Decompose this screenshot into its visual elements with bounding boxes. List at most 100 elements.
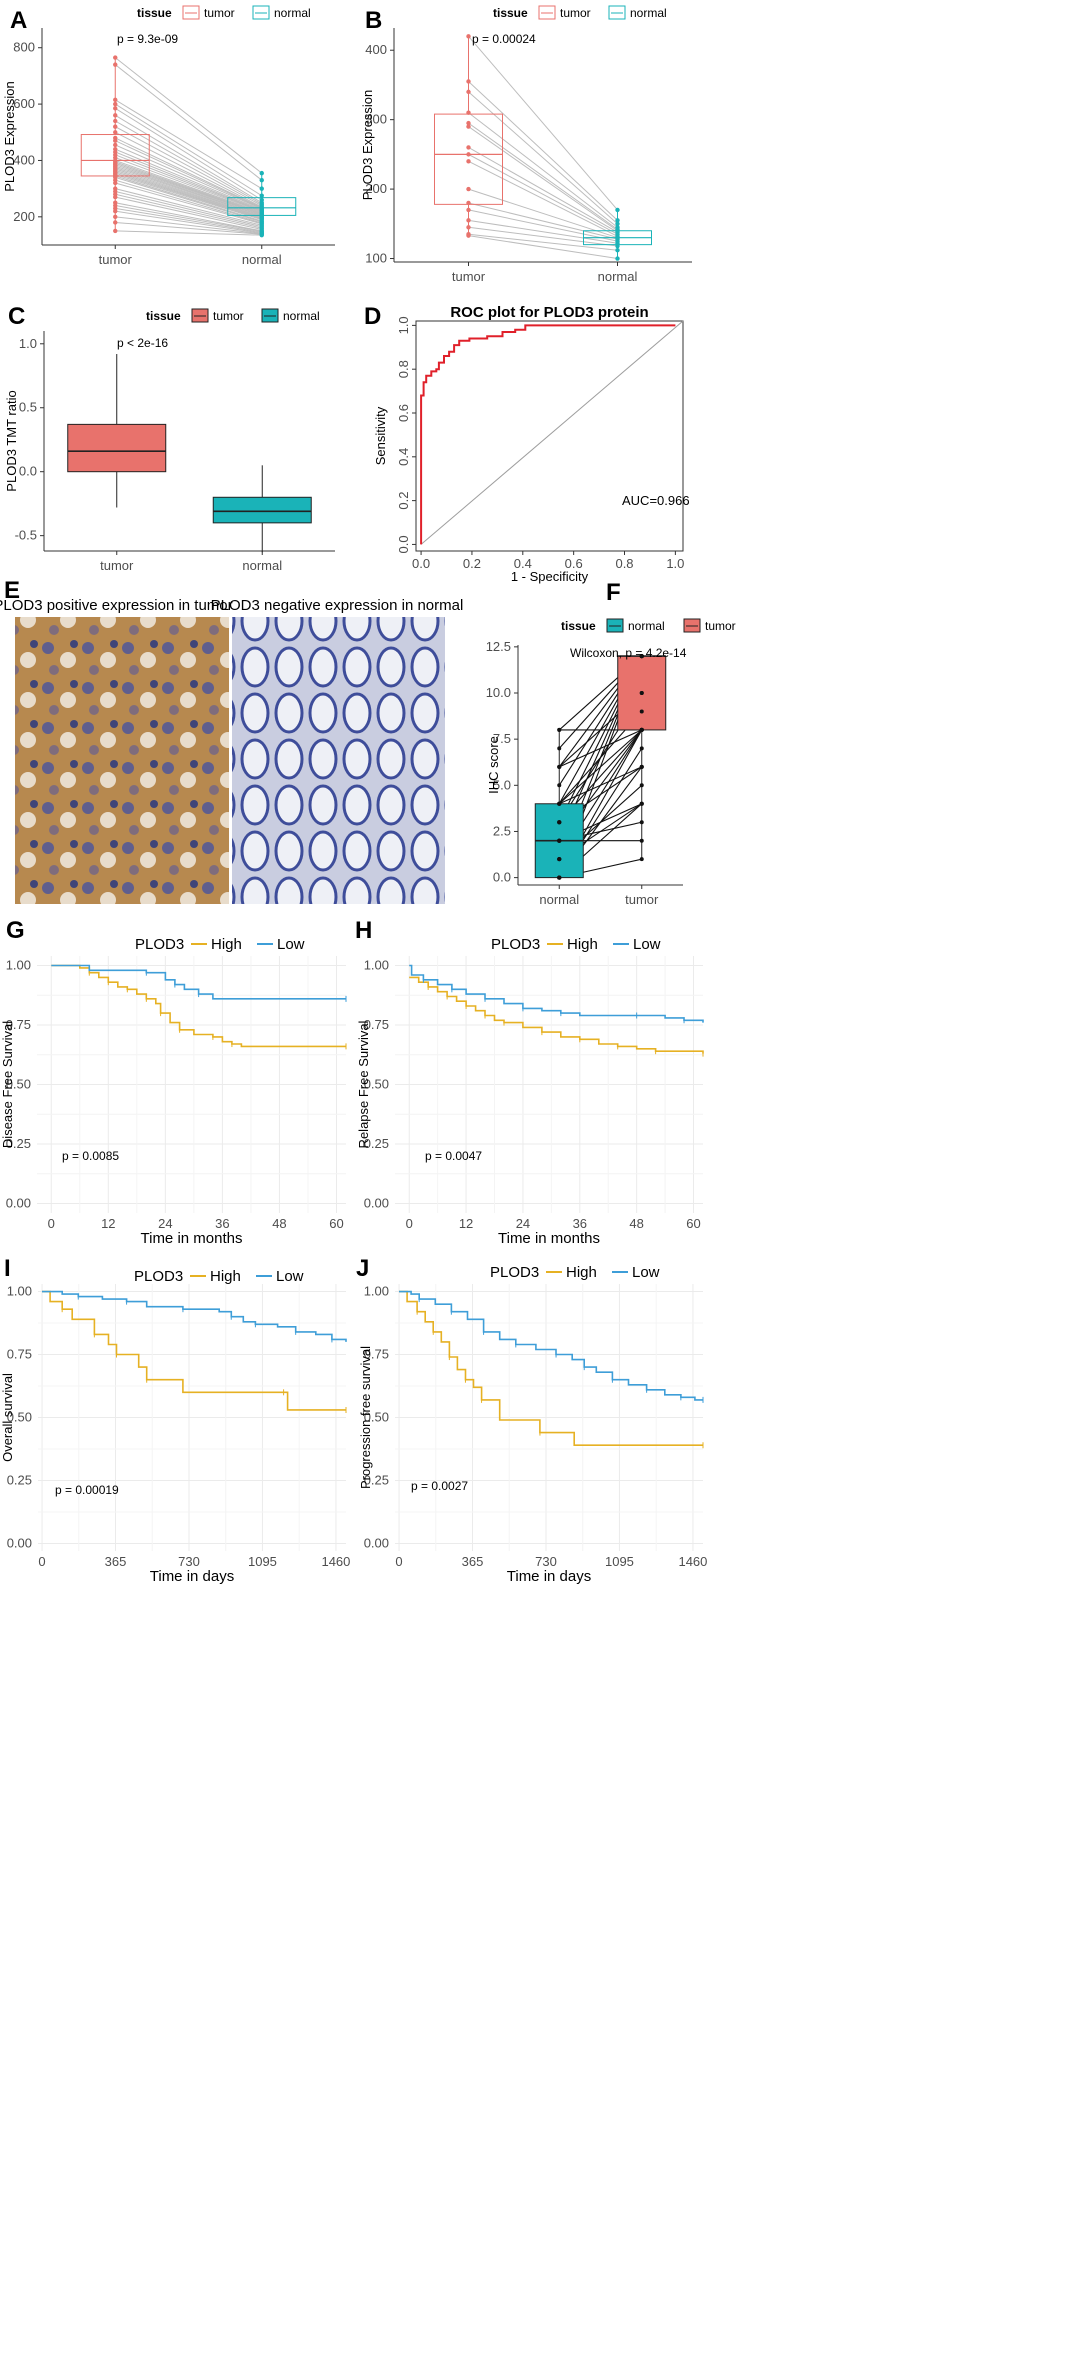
legend-label-tumor: tumor	[705, 619, 736, 633]
p-value: p = 0.00024	[472, 32, 536, 46]
legend-label-tumor: tumor	[204, 6, 235, 20]
pair-line	[115, 172, 262, 220]
y-axis-label: Progression free survival	[358, 1346, 373, 1489]
chart-title: ROC plot for PLOD3 protein	[450, 304, 648, 321]
km-curve-high	[51, 964, 346, 1048]
x-tick-label: 36	[215, 1216, 229, 1231]
y-tick-label: 0.00	[364, 1195, 389, 1210]
pair-line	[115, 205, 262, 232]
km-curve-low	[42, 1290, 347, 1342]
pair-line	[468, 153, 618, 235]
y-tick-label: 0.00	[364, 1535, 389, 1550]
panel-label-e: E	[4, 577, 20, 604]
p-value: p = 9.3e-09	[117, 32, 178, 46]
p-value: p < 2e-16	[117, 336, 168, 350]
y-tick-label: 1.00	[6, 958, 31, 973]
pair-line	[115, 126, 262, 206]
pair-line	[115, 161, 262, 214]
data-point	[615, 218, 620, 223]
ihc-image-normal	[232, 617, 445, 904]
pair-line	[115, 176, 262, 223]
data-point	[113, 55, 118, 60]
legend-label-low: Low	[633, 936, 661, 953]
legend-title: PLOD3	[491, 936, 540, 953]
y-tick-label: 0.0	[19, 464, 37, 479]
y-tick-label: 0.00	[6, 1195, 31, 1210]
data-point	[466, 120, 471, 126]
legend-label-high: High	[211, 936, 242, 953]
pair-line	[468, 209, 618, 242]
data-point	[557, 727, 562, 732]
x-tick-label: tumor	[99, 252, 133, 267]
panel-a: A 200 400 600 800 tumor normal PLOD3 Expression…	[2, 5, 335, 267]
data-point	[113, 228, 118, 234]
auc-label: AUC=0.966	[622, 493, 690, 508]
data-point	[639, 820, 644, 825]
y-tick-label: 0.25	[6, 1136, 31, 1151]
data-point	[113, 113, 118, 118]
y-tick-label: 0.75	[7, 1347, 32, 1362]
data-point	[615, 256, 620, 261]
legend-label-normal: normal	[630, 6, 667, 20]
legend-title: tissue	[493, 6, 528, 20]
legend-label-tumor: tumor	[560, 6, 591, 20]
data-point	[557, 838, 562, 843]
y-tick-label: 1.00	[364, 958, 389, 973]
data-point	[639, 727, 644, 732]
y-tick-label: 0.75	[364, 1347, 389, 1362]
pair-line	[114, 64, 263, 181]
y-tick-label: 0.8	[396, 360, 411, 378]
y-tick-label: 0.25	[7, 1472, 32, 1487]
data-point	[259, 193, 264, 198]
pair-line	[468, 126, 618, 232]
panel-h: H 0.00 0.25 0.50 0.75 1.00 0 12 24 36 48 60 Time in …	[355, 917, 704, 1247]
image-title-normal: PLOD3 negative expression in normal	[211, 597, 464, 614]
box-normal	[212, 496, 312, 524]
p-value: p = 0.0047	[425, 1149, 482, 1163]
y-axis-label: Sensitivity	[373, 406, 388, 465]
pair-line	[115, 165, 262, 216]
data-point	[639, 746, 644, 751]
data-point	[113, 97, 118, 103]
y-tick-label: 400	[13, 152, 35, 167]
pair-line	[115, 202, 262, 232]
pair-line	[114, 57, 263, 174]
data-point	[639, 654, 644, 659]
y-tick-label: 0.2	[396, 492, 411, 510]
y-tick-label: 200	[13, 209, 35, 224]
data-point	[466, 225, 471, 230]
roc-curve	[420, 324, 676, 545]
data-point	[466, 145, 471, 150]
box-tumor	[67, 423, 167, 473]
y-tick-label: 0.25	[364, 1472, 389, 1487]
panel-label-f: F	[606, 579, 621, 606]
pair-line	[468, 219, 618, 244]
data-point	[557, 857, 562, 862]
y-tick-label: 0.50	[6, 1077, 31, 1092]
pair-line	[115, 188, 262, 226]
x-tick-label: 60	[329, 1216, 343, 1231]
x-tick-label: 1095	[248, 1554, 277, 1569]
y-tick-label: 0.0	[396, 535, 411, 553]
y-tick-label: 1.0	[396, 316, 411, 334]
x-axis-label: Time in days	[150, 1568, 234, 1585]
data-point	[639, 709, 644, 714]
pair-line	[115, 157, 262, 213]
pair-line	[115, 230, 262, 236]
y-axis-label: PLOD3 TMT ratio	[4, 390, 19, 491]
plot-frame	[415, 320, 684, 552]
y-tick-label: 1.0	[19, 336, 37, 351]
y-tick-label: 100	[365, 251, 387, 266]
y-tick-label: 600	[13, 96, 35, 111]
x-tick-label: normal	[539, 892, 579, 907]
x-tick-label: 0.0	[412, 556, 430, 571]
data-point	[466, 233, 471, 238]
x-axis-label: Time in days	[507, 1568, 591, 1585]
pair-line	[115, 137, 262, 209]
pair-line	[115, 193, 262, 229]
pair-line	[468, 160, 618, 237]
x-tick-label: 730	[535, 1554, 557, 1569]
y-tick-label: 0.50	[364, 1410, 389, 1425]
